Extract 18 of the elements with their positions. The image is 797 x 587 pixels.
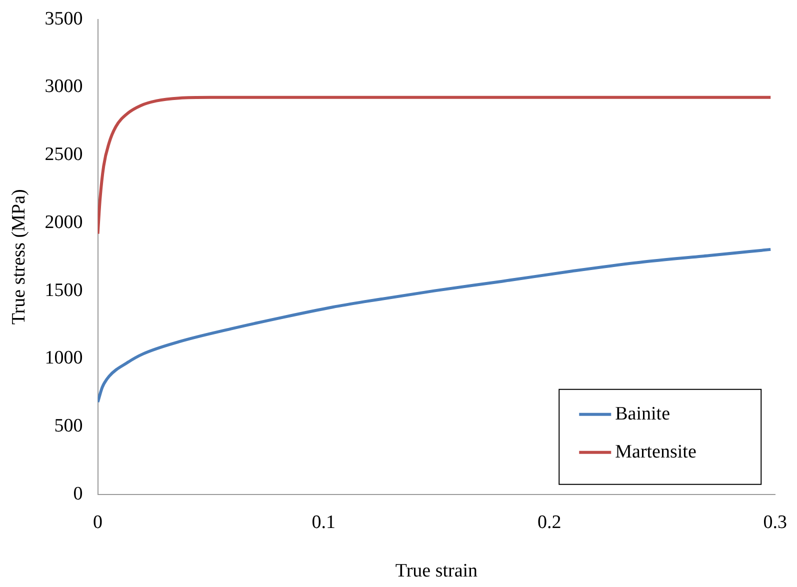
legend-label: Bainite	[615, 403, 670, 424]
y-tick-label: 1500	[44, 280, 83, 301]
y-tick-label: 2500	[44, 144, 83, 166]
line-series	[98, 248, 772, 404]
y-tick-label: 3000	[44, 76, 83, 98]
x-tick-label: 0.3	[763, 512, 787, 533]
y-axis-title: True stress (MPa)	[8, 189, 30, 325]
y-tick-label: 500	[54, 416, 83, 437]
y-tick-label: 1000	[44, 348, 83, 369]
x-tick-label: 0.1	[312, 512, 336, 533]
y-tick-label: 2000	[44, 212, 83, 233]
x-tick-label: 0.2	[537, 512, 562, 533]
legend-label: Martensite	[615, 441, 696, 462]
x-axis-title: True strain	[395, 560, 478, 582]
line-series	[98, 96, 772, 236]
y-tick-label: 3500	[44, 8, 83, 30]
y-tick-label: 0	[73, 483, 83, 504]
x-tick-label: 0	[93, 512, 103, 533]
